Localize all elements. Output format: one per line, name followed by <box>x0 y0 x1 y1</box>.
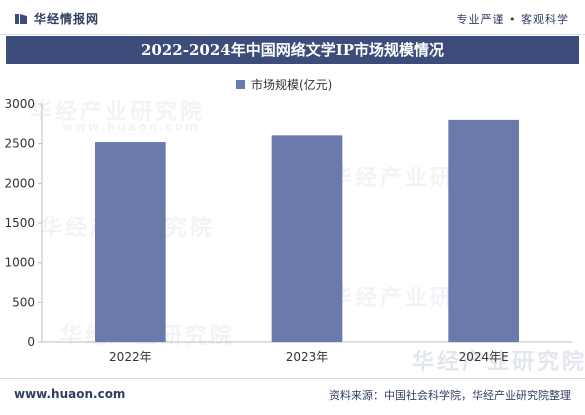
x-tick-label: 2023年 <box>286 350 329 364</box>
x-tick-label: 2022年 <box>109 350 152 364</box>
y-tick-label: 1500 <box>4 216 35 230</box>
top-bar: 华经情报网 专业严谨 • 客观科学 <box>0 0 585 35</box>
legend: 市场规模(亿元) <box>236 76 332 93</box>
brand: 华经情报网 <box>14 10 99 27</box>
y-tick-label: 2000 <box>4 176 35 190</box>
y-tick-label: 500 <box>12 295 35 309</box>
legend-label: 市场规模(亿元) <box>251 78 333 92</box>
y-tick-label: 1000 <box>4 256 35 270</box>
footer: www.huaon.com 资料来源：中国社会科学院，华经产业研究院整理 <box>0 378 585 415</box>
y-tick-label: 0 <box>27 335 35 349</box>
footer-url: www.huaon.com <box>14 387 126 401</box>
brand-name: 华经情报网 <box>34 12 100 26</box>
legend-swatch <box>236 80 245 89</box>
bar <box>271 135 343 342</box>
y-tick-label: 3000 <box>4 97 35 111</box>
brand-logo-icon <box>15 13 27 24</box>
chart-title: 2022-2024年中国网络文学IP市场规模情况 <box>140 41 445 59</box>
bar <box>95 142 166 342</box>
y-tick-label: 2500 <box>4 137 35 151</box>
title-bar: 2022-2024年中国网络文学IP市场规模情况 <box>6 36 579 64</box>
x-tick-label: 2024年E <box>459 350 509 364</box>
footer-source: 资料来源：中国社会科学院，华经产业研究院整理 <box>329 389 571 402</box>
bar <box>448 119 519 342</box>
tagline: 专业严谨 • 客观科学 <box>456 13 569 26</box>
